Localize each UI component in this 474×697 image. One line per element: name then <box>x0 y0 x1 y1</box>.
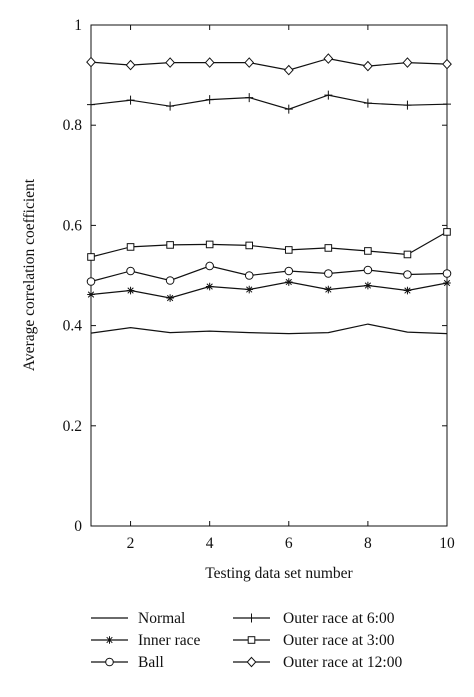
data-point-plus <box>284 104 293 114</box>
x-tick-label: 8 <box>364 535 372 552</box>
data-point-diamond <box>165 57 175 68</box>
series-inner-race <box>87 278 451 302</box>
data-point-asterisk <box>245 285 254 294</box>
data-point-asterisk <box>166 294 174 302</box>
y-axis: 0 0.2 0.4 0.6 0.8 1 <box>63 17 447 535</box>
data-point-asterisk <box>284 278 293 286</box>
series-line <box>90 281 448 299</box>
legend-item: Outer race at 12:00 <box>233 654 402 671</box>
legend: Normal Inner race Ball Outer race at 6:00 Ou… <box>91 610 402 671</box>
y-tick-label: 0.2 <box>63 418 82 435</box>
data-point-square <box>247 636 256 644</box>
data-point-plus <box>87 100 95 110</box>
data-point-plus <box>403 100 412 110</box>
data-point-diamond <box>244 57 255 68</box>
data-point-plus <box>166 101 175 111</box>
y-tick-label: 0.6 <box>63 217 83 234</box>
data-point-asterisk <box>126 286 135 295</box>
data-point-circle <box>205 261 214 271</box>
series-outer-race-at-3-00 <box>87 228 451 261</box>
data-point-asterisk <box>324 285 333 294</box>
data-point-circle <box>126 266 135 276</box>
series-layer <box>86 53 452 335</box>
data-point-asterisk <box>443 279 451 287</box>
legend-item: Ball <box>91 654 164 671</box>
data-point-circle <box>105 657 114 667</box>
data-point-plus <box>245 93 254 103</box>
data-point-circle <box>86 277 96 286</box>
data-point-diamond <box>86 56 96 68</box>
data-point-diamond <box>204 57 215 68</box>
series-ball <box>86 261 452 286</box>
legend-label: Outer race at 12:00 <box>283 654 402 671</box>
data-point-plus <box>443 99 451 109</box>
data-point-plus <box>324 90 333 100</box>
legend-label: Normal <box>138 610 185 627</box>
x-tick-label: 6 <box>285 535 293 552</box>
x-axis: 2 4 6 8 10 <box>127 25 455 552</box>
data-point-square <box>284 246 293 254</box>
data-point-diamond <box>246 656 257 668</box>
legend-item: Outer race at 6:00 <box>233 610 395 627</box>
data-point-plus <box>363 98 372 108</box>
plot-frame <box>90 24 448 527</box>
data-point-circle <box>363 265 373 275</box>
series-outer-race-at-12-00 <box>86 53 452 76</box>
series-outer-race-at-6-00 <box>87 90 451 114</box>
data-point-diamond <box>125 59 136 71</box>
series-line <box>90 323 448 335</box>
legend-label: Inner race <box>138 632 200 649</box>
y-tick-label: 0.8 <box>63 117 83 134</box>
series-line <box>90 57 448 71</box>
legend-label: Outer race at 6:00 <box>283 610 395 627</box>
legend-item: Inner race <box>91 632 200 649</box>
data-point-circle <box>244 271 254 280</box>
data-point-square <box>364 247 372 255</box>
data-point-diamond <box>363 60 373 72</box>
data-point-circle <box>165 276 175 285</box>
data-point-asterisk <box>205 282 214 291</box>
x-axis-label: Testing data set number <box>205 565 353 582</box>
data-point-diamond <box>442 58 452 70</box>
legend-label: Outer race at 3:00 <box>283 632 395 649</box>
data-point-diamond <box>402 57 413 68</box>
data-point-circle <box>324 269 333 278</box>
data-point-plus <box>126 95 135 105</box>
data-point-square <box>166 241 174 249</box>
y-axis-label: Average correlation coefficient <box>21 178 38 371</box>
data-point-square <box>324 244 333 252</box>
legend-item: Normal <box>91 610 185 627</box>
y-tick-label: 0 <box>74 518 82 535</box>
data-point-plus <box>205 95 214 105</box>
data-point-circle <box>284 266 294 276</box>
x-tick-label: 2 <box>127 535 135 552</box>
legend-item: Outer race at 3:00 <box>233 632 395 649</box>
data-point-circle <box>403 270 412 279</box>
data-point-asterisk <box>403 286 412 295</box>
legend-label: Ball <box>138 654 164 671</box>
data-point-plus <box>247 613 256 623</box>
data-point-square <box>87 253 95 261</box>
data-point-square <box>205 240 214 249</box>
data-point-asterisk <box>364 281 372 290</box>
series-line <box>90 94 448 110</box>
series-line <box>90 265 448 283</box>
data-point-square <box>245 241 254 250</box>
data-point-asterisk <box>87 290 95 299</box>
data-point-square <box>403 250 412 259</box>
series-line <box>90 231 448 258</box>
x-tick-label: 4 <box>206 535 214 552</box>
series-normal <box>90 323 448 335</box>
data-point-asterisk <box>105 636 114 644</box>
data-point-square <box>126 243 135 251</box>
data-point-circle <box>442 269 452 278</box>
data-point-square <box>443 228 451 236</box>
data-point-diamond <box>283 64 294 76</box>
data-point-diamond <box>323 53 334 64</box>
y-tick-label: 0.4 <box>63 318 83 335</box>
x-tick-label: 10 <box>439 535 455 552</box>
y-tick-label: 1 <box>74 17 82 34</box>
